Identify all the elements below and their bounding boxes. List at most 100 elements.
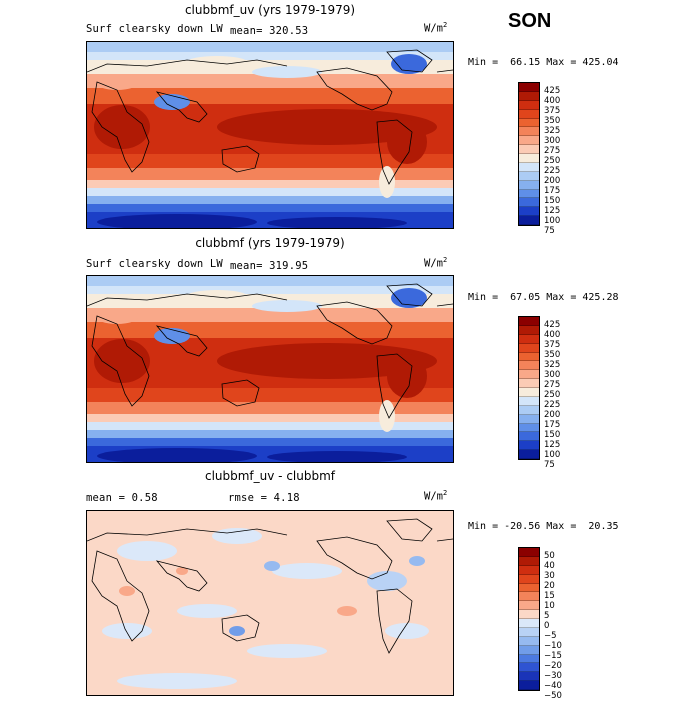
panel-3-colorbar-labels: 50 40 30 20 15 10 5 0 −5 −10 −15 −20 −30 −40 −50 (544, 551, 562, 701)
panel-1-colorbar-labels: 425 400 375 350 325 300 275 250 225 200 175 150 125 1… (544, 86, 560, 236)
colorbar-tick-label: 150 (544, 430, 561, 440)
colorbar-swatch (519, 361, 539, 371)
colorbar-swatch (519, 592, 539, 602)
colorbar-tick-label: 5 (544, 611, 550, 621)
colorbar-swatch (519, 118, 539, 128)
colorbar-tick-label: 30 (544, 571, 555, 581)
colorbar-swatch (519, 343, 539, 353)
colorbar-tick-label: 175 (544, 186, 561, 196)
colorbar-tick-label: 225 (544, 400, 561, 410)
colorbar-tick-label: 325 (544, 360, 561, 370)
colorbar-swatch (519, 379, 539, 388)
season-label: SON (508, 10, 552, 32)
panel-2-field-name: Surf clearsky down LW (86, 258, 223, 270)
colorbar-tick-label: 50 (544, 551, 555, 561)
colorbar-swatch (519, 325, 539, 335)
panel-2-map (86, 275, 454, 463)
colorbar-swatch (519, 405, 539, 415)
colorbar-tick-label: 300 (544, 136, 561, 146)
colorbar-tick-label: 425 (544, 86, 561, 96)
panel-2-min-max: Min = 67.05 Max = 425.28 (468, 292, 619, 303)
colorbar-swatch (519, 189, 539, 199)
colorbar-tick-label: 15 (544, 591, 555, 601)
colorbar-tick-label: 375 (544, 106, 561, 116)
colorbar-swatch (519, 388, 539, 397)
colorbar-swatch (519, 100, 539, 110)
panel-1-map (86, 41, 454, 229)
colorbar-swatch (519, 91, 539, 101)
colorbar-swatch (519, 162, 539, 172)
colorbar-tick-label: 125 (544, 440, 561, 450)
panel-2-units: W/m2 (424, 256, 448, 270)
colorbar-swatch (519, 136, 539, 146)
colorbar-swatch (519, 663, 539, 673)
colorbar-swatch (519, 565, 539, 575)
colorbar-swatch (519, 127, 539, 137)
colorbar-swatch (519, 154, 539, 163)
colorbar-tick-label: 350 (544, 350, 561, 360)
panel-3-min-max: Min = -20.56 Max = 20.35 (468, 521, 619, 532)
colorbar-tick-label: 40 (544, 561, 555, 571)
colorbar-swatch (519, 432, 539, 442)
colorbar-swatch (519, 672, 539, 682)
colorbar-tick-label: 275 (544, 146, 561, 156)
colorbar-swatch (519, 441, 539, 451)
colorbar-tick-label: −50 (544, 691, 562, 701)
colorbar-swatch (519, 370, 539, 380)
panel-2-contour-field (87, 276, 453, 462)
panel-1-contour-field (87, 42, 453, 228)
colorbar-tick-label: 250 (544, 390, 561, 400)
colorbar-swatch (519, 198, 539, 208)
colorbar-tick-label: −20 (544, 661, 562, 671)
colorbar-tick-label: 200 (544, 410, 561, 420)
panel-1-title: clubbmf_uv (yrs 1979-1979) (184, 3, 356, 17)
colorbar-tick-label: −10 (544, 641, 562, 651)
colorbar-swatch (519, 83, 539, 92)
colorbar-tick-label: 250 (544, 156, 561, 166)
panel-1-colorbar (518, 82, 540, 226)
colorbar-tick-label: 100 (544, 216, 561, 226)
panel-1-min-max: Min = 66.15 Max = 425.04 (468, 57, 619, 68)
colorbar-tick-label: 150 (544, 196, 561, 206)
panel-3-title: clubbmf_uv - clubbmf (204, 469, 336, 483)
colorbar-swatch (519, 548, 539, 557)
colorbar-swatch (519, 216, 539, 225)
colorbar-swatch (519, 352, 539, 362)
colorbar-tick-label: 75 (544, 460, 555, 470)
colorbar-tick-label: 0 (544, 621, 550, 631)
colorbar-swatch (519, 180, 539, 190)
panel-1-mean: mean= 320.53 (230, 25, 309, 37)
colorbar-swatch (519, 450, 539, 459)
colorbar-tick-label: 20 (544, 581, 555, 591)
colorbar-swatch (519, 334, 539, 344)
colorbar-swatch (519, 317, 539, 326)
colorbar-tick-label: 225 (544, 166, 561, 176)
colorbar-swatch (519, 171, 539, 181)
colorbar-tick-label: 375 (544, 340, 561, 350)
colorbar-swatch (519, 145, 539, 154)
colorbar-swatch (519, 654, 539, 664)
colorbar-swatch (519, 414, 539, 424)
colorbar-tick-label: 350 (544, 116, 561, 126)
panel-3-units: W/m2 (424, 489, 448, 503)
colorbar-swatch (519, 601, 539, 611)
colorbar-swatch (519, 396, 539, 406)
colorbar-tick-label: 75 (544, 226, 555, 236)
panel-1-units: W/m2 (424, 21, 448, 35)
panel-3-mean: mean = 0.58 (86, 492, 158, 504)
panel-2-colorbar-labels: 425 400 375 350 325 300 275 250 225 200 175 150 125 1… (544, 320, 560, 470)
colorbar-swatch (519, 423, 539, 433)
colorbar-tick-label: 275 (544, 380, 561, 390)
colorbar-swatch (519, 627, 539, 637)
colorbar-swatch (519, 619, 539, 628)
colorbar-swatch (519, 207, 539, 217)
colorbar-swatch (519, 681, 539, 690)
panel-2-colorbar (518, 316, 540, 460)
panel-2-mean: mean= 319.95 (230, 260, 309, 272)
colorbar-swatch (519, 574, 539, 584)
colorbar-swatch (519, 636, 539, 646)
colorbar-tick-label: 425 (544, 320, 561, 330)
colorbar-swatch (519, 645, 539, 655)
colorbar-tick-label: 300 (544, 370, 561, 380)
colorbar-swatch (519, 583, 539, 593)
